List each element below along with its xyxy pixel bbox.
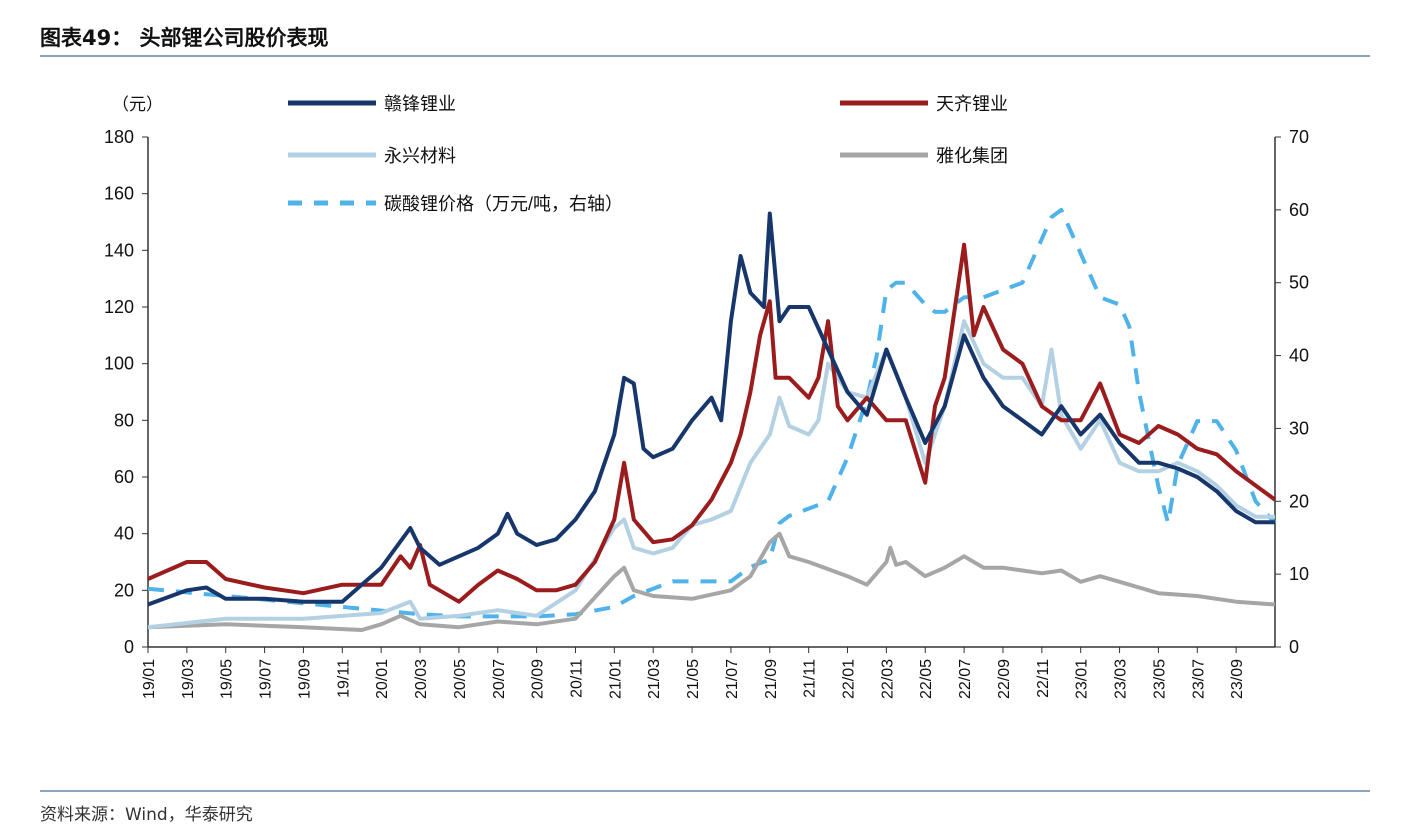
- left-tick-label: 140: [104, 240, 134, 260]
- right-tick-label: 60: [1289, 200, 1309, 220]
- series-line-4: [147, 207, 1277, 619]
- left-tick-label: 180: [104, 127, 134, 147]
- left-tick-label: 0: [124, 637, 134, 657]
- x-tick-label: 20/07: [491, 659, 508, 699]
- legend-label: 永兴材料: [384, 146, 456, 166]
- right-tick-label: 50: [1289, 273, 1309, 293]
- right-tick-label: 10: [1289, 564, 1309, 584]
- left-tick-label: 20: [114, 580, 134, 600]
- left-tick-label: 120: [104, 297, 134, 317]
- x-tick-label: 22/11: [1035, 659, 1052, 698]
- x-tick-label: 20/11: [568, 659, 585, 698]
- x-tick-label: 21/01: [607, 659, 624, 699]
- x-tick-label: 23/09: [1229, 659, 1246, 699]
- x-tick-label: 20/05: [452, 659, 469, 699]
- x-tick-label: 19/05: [219, 659, 236, 699]
- right-tick-label: 40: [1289, 346, 1309, 366]
- x-tick-label: 22/07: [957, 659, 974, 699]
- x-tick-label: 23/07: [1190, 659, 1207, 699]
- series-line-3: [147, 531, 1276, 632]
- left-tick-label: 80: [114, 410, 134, 430]
- x-tick-label: 21/05: [685, 659, 702, 699]
- footer-divider: [40, 790, 1370, 792]
- x-tick-label: 20/03: [413, 659, 430, 699]
- legend-label: 天齐锂业: [936, 94, 1008, 114]
- x-tick-label: 21/11: [802, 659, 819, 698]
- left-tick-label: 160: [104, 184, 134, 204]
- x-tick-label: 19/03: [180, 659, 197, 699]
- x-tick-label: 21/07: [724, 659, 741, 699]
- chart-title: 图表49： 头部锂公司股价表现: [40, 26, 329, 50]
- x-tick-label: 22/01: [841, 659, 858, 699]
- legend-label: 雅化集团: [936, 146, 1008, 166]
- x-tick-label: 19/11: [335, 659, 352, 698]
- right-tick-label: 0: [1289, 637, 1299, 657]
- series-line-2: [147, 319, 1275, 630]
- right-tick-label: 30: [1289, 418, 1309, 438]
- legend-label: 赣锋锂业: [384, 94, 456, 114]
- x-tick-label: 22/05: [918, 659, 935, 699]
- legend-label: 碳酸锂价格（万元/吨，右轴）: [384, 194, 623, 214]
- x-tick-label: 19/09: [296, 659, 313, 699]
- y-axis-unit: （元）: [112, 95, 163, 114]
- x-tick-label: 21/09: [763, 659, 780, 699]
- left-tick-label: 40: [114, 524, 134, 544]
- title-divider: [40, 55, 1370, 57]
- x-tick-label: 20/01: [374, 659, 391, 699]
- source-note: 资料来源：Wind，华泰研究: [40, 805, 253, 825]
- x-tick-label: 21/03: [646, 659, 663, 699]
- x-tick-label: 19/01: [141, 659, 158, 699]
- x-tick-label: 22/03: [879, 659, 896, 699]
- left-tick-label: 60: [114, 467, 134, 487]
- x-tick-label: 23/05: [1151, 659, 1168, 699]
- right-tick-label: 20: [1289, 491, 1309, 511]
- x-tick-label: 23/01: [1074, 659, 1091, 699]
- x-tick-label: 22/09: [996, 659, 1013, 699]
- right-tick-label: 70: [1289, 127, 1309, 147]
- series-line-0: [147, 211, 1275, 607]
- x-tick-label: 19/07: [258, 659, 275, 699]
- left-tick-label: 100: [104, 354, 134, 374]
- x-tick-label: 23/03: [1113, 659, 1130, 699]
- x-tick-label: 20/09: [530, 659, 547, 699]
